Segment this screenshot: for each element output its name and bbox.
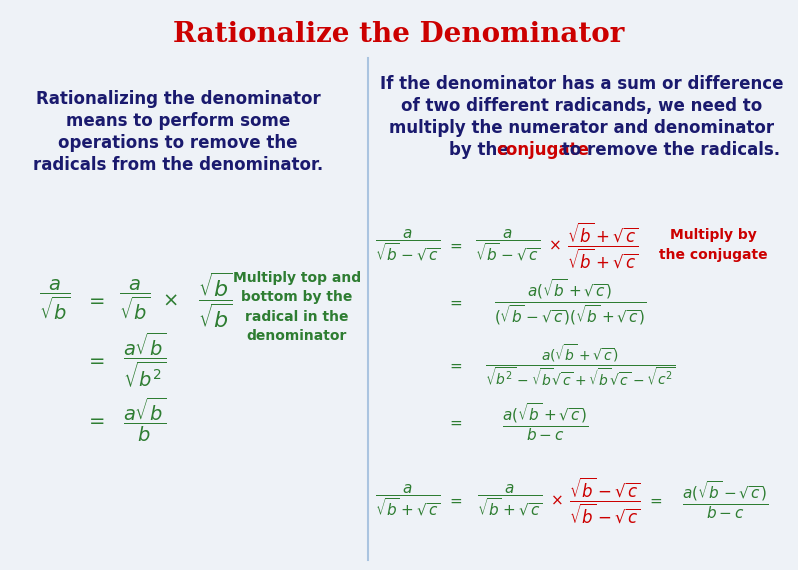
Text: $\dfrac{\sqrt{b}-\sqrt{c}}{\sqrt{b}-\sqrt{c}}$: $\dfrac{\sqrt{b}-\sqrt{c}}{\sqrt{b}-\sqr… (569, 475, 641, 525)
Text: operations to remove the: operations to remove the (58, 134, 298, 152)
Text: Rationalize the Denominator: Rationalize the Denominator (173, 22, 625, 48)
Text: means to perform some: means to perform some (66, 112, 290, 130)
Text: $=$: $=$ (447, 295, 463, 310)
Text: $\dfrac{a(\sqrt{b}+\sqrt{c})}{\sqrt{b^2}-\sqrt{b}\sqrt{c}+\sqrt{b}\sqrt{c}-\sqrt: $\dfrac{a(\sqrt{b}+\sqrt{c})}{\sqrt{b^2}… (484, 343, 675, 388)
Text: conjugate: conjugate (496, 141, 589, 159)
Text: $\times$: $\times$ (162, 291, 178, 310)
Text: $\dfrac{a}{\sqrt{b}-\sqrt{c}}$: $\dfrac{a}{\sqrt{b}-\sqrt{c}}$ (476, 227, 541, 263)
Text: $\dfrac{\sqrt{b}}{\sqrt{b}}$: $\dfrac{\sqrt{b}}{\sqrt{b}}$ (198, 270, 232, 330)
Text: $\times$: $\times$ (547, 238, 560, 253)
Text: $\times$: $\times$ (550, 492, 563, 507)
Text: Rationalizing the denominator: Rationalizing the denominator (36, 90, 320, 108)
Text: to remove the radicals.: to remove the radicals. (556, 141, 780, 159)
Text: $\dfrac{a}{\sqrt{b}+\sqrt{c}}$: $\dfrac{a}{\sqrt{b}+\sqrt{c}}$ (375, 482, 440, 518)
Text: $=$: $=$ (85, 291, 105, 310)
Text: Multiply by
the conjugate: Multiply by the conjugate (658, 228, 768, 262)
Text: of two different radicands, we need to: of two different radicands, we need to (401, 97, 763, 115)
Text: $\dfrac{\sqrt{b}+\sqrt{c}}{\sqrt{b}+\sqrt{c}}$: $\dfrac{\sqrt{b}+\sqrt{c}}{\sqrt{b}+\sqr… (567, 220, 638, 270)
Text: $=$: $=$ (647, 492, 663, 507)
Text: $\dfrac{a}{\sqrt{b}-\sqrt{c}}$: $\dfrac{a}{\sqrt{b}-\sqrt{c}}$ (375, 227, 440, 263)
Text: If the denominator has a sum or difference: If the denominator has a sum or differen… (381, 75, 784, 93)
Text: $\dfrac{a(\sqrt{b}+\sqrt{c})}{(\sqrt{b}-\sqrt{c})(\sqrt{b}+\sqrt{c})}$: $\dfrac{a(\sqrt{b}+\sqrt{c})}{(\sqrt{b}-… (494, 277, 646, 327)
Text: multiply the numerator and denominator: multiply the numerator and denominator (389, 119, 775, 137)
Text: $\dfrac{a\sqrt{b}}{\sqrt{b^2}}$: $\dfrac{a\sqrt{b}}{\sqrt{b^2}}$ (124, 331, 167, 389)
Text: $=$: $=$ (447, 357, 463, 373)
Text: $=$: $=$ (85, 410, 105, 430)
Text: radicals from the denominator.: radicals from the denominator. (33, 156, 323, 174)
Text: $=$: $=$ (85, 351, 105, 369)
Text: Multiply top and
bottom by the
radical in the
denominator: Multiply top and bottom by the radical i… (233, 271, 361, 343)
Text: $=$: $=$ (447, 238, 463, 253)
Text: by the: by the (449, 141, 515, 159)
Text: $=$: $=$ (447, 492, 463, 507)
Text: $\dfrac{a(\sqrt{b}-\sqrt{c})}{b-c}$: $\dfrac{a(\sqrt{b}-\sqrt{c})}{b-c}$ (681, 479, 768, 521)
Text: $\dfrac{a(\sqrt{b}+\sqrt{c})}{b-c}$: $\dfrac{a(\sqrt{b}+\sqrt{c})}{b-c}$ (502, 401, 588, 443)
Text: $\dfrac{a}{\sqrt{b}+\sqrt{c}}$: $\dfrac{a}{\sqrt{b}+\sqrt{c}}$ (477, 482, 543, 518)
Text: $=$: $=$ (447, 414, 463, 430)
Text: $\dfrac{a}{\sqrt{b}}$: $\dfrac{a}{\sqrt{b}}$ (39, 278, 71, 322)
Text: $\dfrac{a\sqrt{b}}{b}$: $\dfrac{a\sqrt{b}}{b}$ (124, 396, 167, 444)
Text: $\dfrac{a}{\sqrt{b}}$: $\dfrac{a}{\sqrt{b}}$ (120, 278, 151, 322)
